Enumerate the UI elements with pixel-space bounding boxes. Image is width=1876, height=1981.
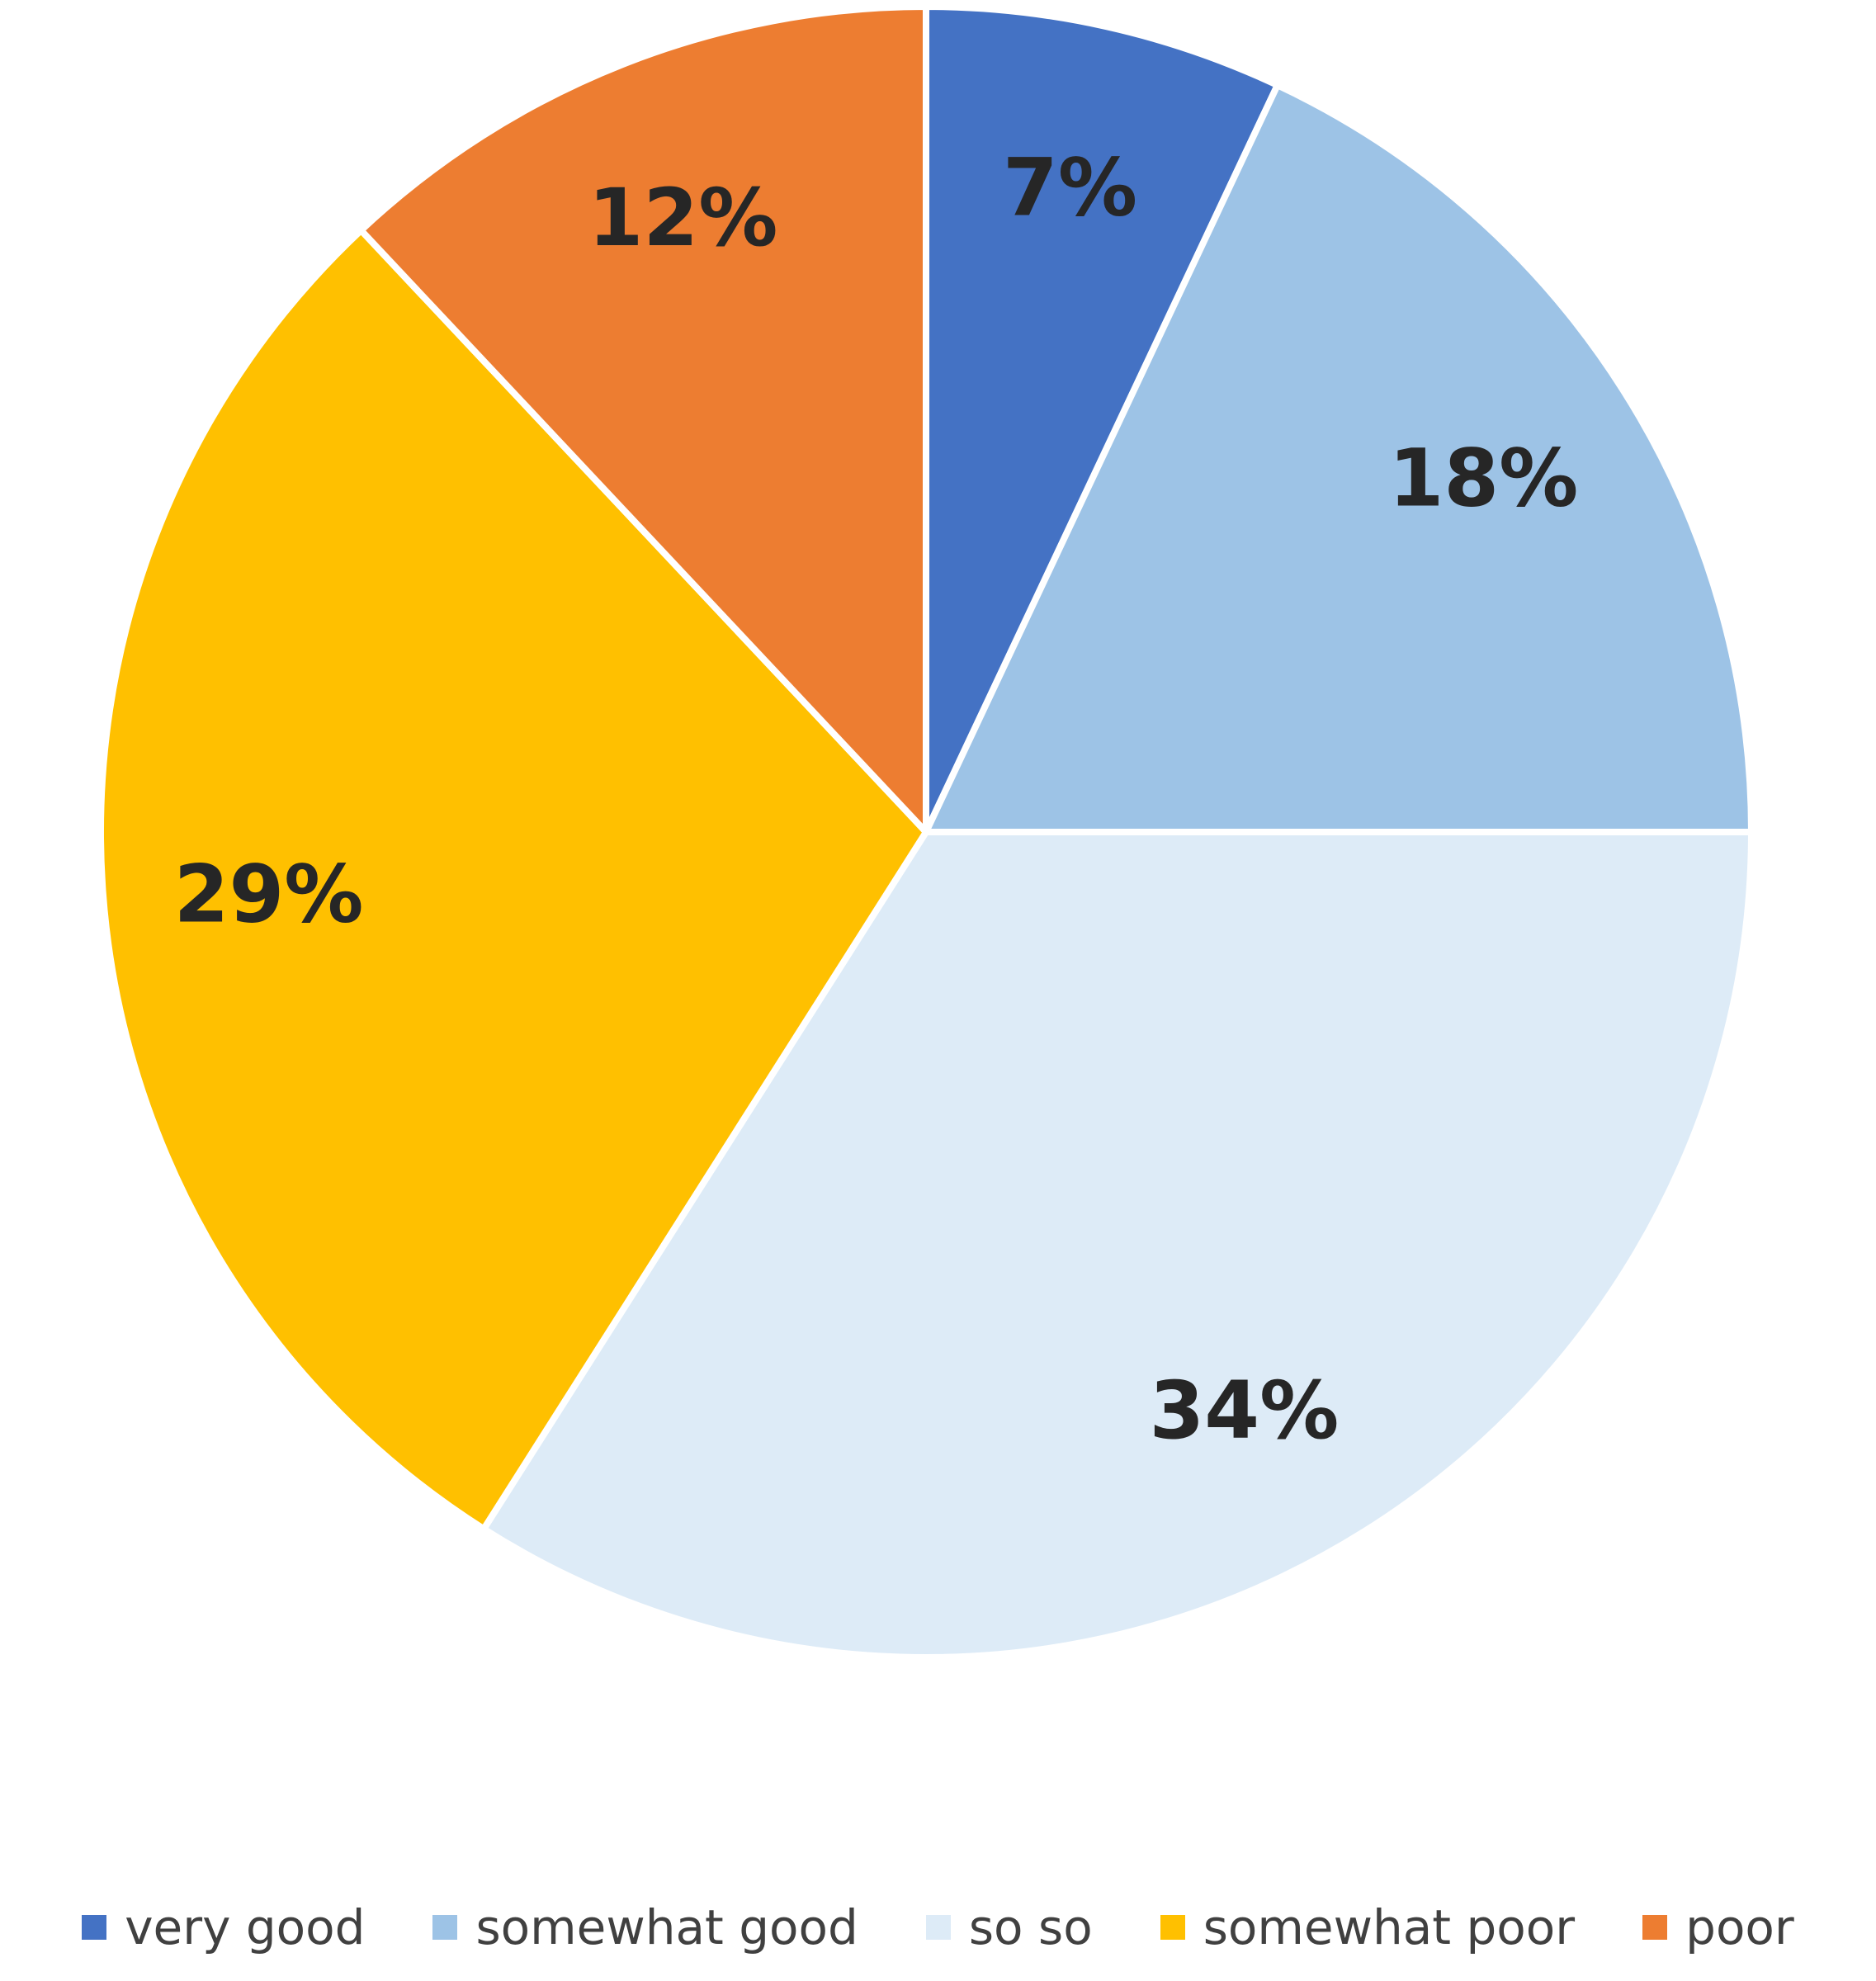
pie-slices xyxy=(97,3,1755,1661)
chart-legend: very good somewhat good so so somewhat p… xyxy=(0,1890,1876,1964)
legend-swatch xyxy=(82,1915,107,1940)
legend-item-poor: poor xyxy=(1642,1899,1794,1955)
pie-plot-area: 7% 18% 34% 29% 12% xyxy=(97,3,1755,1661)
legend-label: poor xyxy=(1685,1899,1794,1955)
data-label-very-good: 7% xyxy=(1003,141,1137,234)
pie-slice-very-good xyxy=(923,3,1281,835)
pie-slice-somewhat-poor xyxy=(97,227,929,1533)
legend-label: somewhat poor xyxy=(1203,1899,1576,1955)
pie-slice-so-so xyxy=(480,829,1755,1661)
legend-item-very-good: very good xyxy=(82,1899,365,1955)
data-label-somewhat-poor: 29% xyxy=(174,848,364,940)
data-label-so-so: 34% xyxy=(1150,1364,1340,1457)
legend-swatch xyxy=(925,1915,951,1940)
legend-item-somewhat-good: somewhat good xyxy=(432,1899,858,1955)
legend-item-somewhat-poor: somewhat poor xyxy=(1160,1899,1575,1955)
legend-label: somewhat good xyxy=(475,1899,858,1955)
pie-slice-somewhat-good xyxy=(923,82,1755,835)
pie-slice-poor xyxy=(357,3,929,835)
legend-label: very good xyxy=(125,1899,366,1955)
legend-item-so-so: so so xyxy=(925,1899,1093,1955)
data-label-poor: 12% xyxy=(588,172,778,264)
legend-swatch xyxy=(1642,1915,1668,1940)
data-label-somewhat-good: 18% xyxy=(1389,432,1579,524)
pie-data-labels: 7% 18% 34% 29% 12% xyxy=(174,141,1579,1457)
legend-swatch xyxy=(432,1915,458,1940)
legend-label: so so xyxy=(968,1899,1093,1955)
legend-swatch xyxy=(1160,1915,1185,1940)
